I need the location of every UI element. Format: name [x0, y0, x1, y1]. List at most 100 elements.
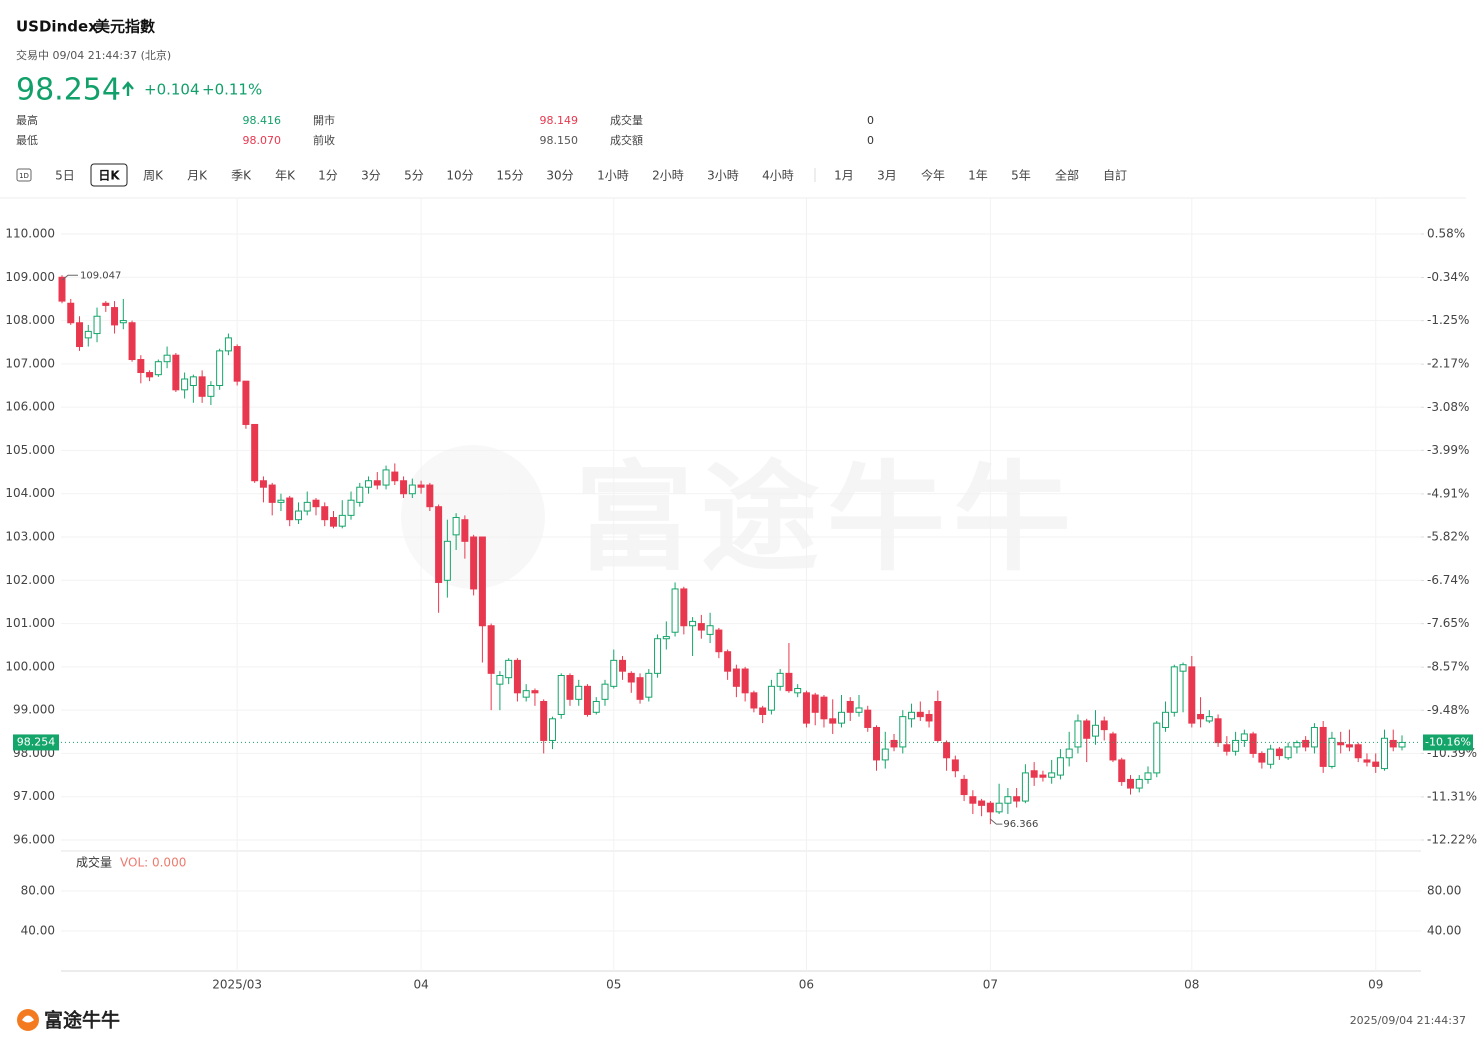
- candle-body: [741, 668, 749, 694]
- candle-body: [925, 713, 933, 722]
- tab[interactable]: 3小時: [707, 169, 739, 183]
- tab[interactable]: 月K: [187, 169, 208, 183]
- candle-body: [294, 510, 302, 521]
- y-tick-label: 102.000: [5, 573, 55, 587]
- candle-body: [592, 700, 600, 713]
- tab[interactable]: 1D: [19, 172, 29, 180]
- tab[interactable]: 日K: [98, 169, 120, 183]
- x-tick-label: 09: [1368, 978, 1383, 992]
- tab[interactable]: 1年: [968, 169, 988, 183]
- tab[interactable]: 1小時: [597, 169, 629, 183]
- candle-body: [522, 690, 530, 698]
- tab[interactable]: 自訂: [1103, 168, 1127, 183]
- candle-body: [1170, 666, 1178, 713]
- candle-body: [1197, 713, 1205, 720]
- footer-logo: 富途牛牛: [44, 1009, 120, 1032]
- tab[interactable]: 年K: [275, 169, 296, 183]
- tab[interactable]: 全部: [1055, 168, 1079, 183]
- candle-body: [881, 748, 889, 761]
- last-change-tag-text: -10.16%: [1425, 735, 1471, 748]
- tab[interactable]: 5年: [1011, 169, 1031, 183]
- stat-value: 98.070: [243, 134, 282, 147]
- candle-body: [837, 711, 845, 724]
- tab[interactable]: 5日: [55, 169, 75, 183]
- candle-body: [303, 501, 311, 512]
- candle-body: [365, 480, 373, 488]
- y-tick-label: 110.000: [5, 227, 55, 241]
- y-tick-label: 103.000: [5, 530, 55, 544]
- candle-body: [1109, 733, 1117, 761]
- candle-body: [478, 536, 486, 627]
- candle-body: [242, 380, 250, 425]
- candle-body: [1267, 748, 1275, 765]
- candle-body: [1345, 744, 1353, 748]
- candle-body: [259, 480, 267, 488]
- candle-body: [251, 423, 259, 482]
- watermark-text: 富途牛牛: [575, 449, 1079, 587]
- candle-body: [373, 480, 381, 486]
- candle-body: [1249, 733, 1257, 754]
- candle-body: [391, 471, 399, 482]
- stat-label: 最低: [16, 134, 38, 147]
- candle-body: [1372, 761, 1380, 767]
- candle-body: [899, 716, 907, 748]
- stat-label: 開市: [313, 113, 335, 127]
- tab[interactable]: 15分: [496, 169, 523, 183]
- last-price: 98.254: [16, 73, 121, 108]
- candle-body: [750, 692, 758, 709]
- candle-body: [1153, 722, 1161, 774]
- candle-body: [172, 354, 180, 391]
- y-tick-label: 99.000: [13, 703, 55, 717]
- candle-body: [986, 802, 994, 813]
- candle-body: [189, 376, 197, 387]
- candle-body: [1275, 748, 1283, 757]
- candle-body: [76, 322, 84, 348]
- tab[interactable]: 3月: [877, 169, 897, 183]
- y-tick-label: 100.000: [5, 659, 55, 673]
- tab[interactable]: 30分: [546, 169, 573, 183]
- candle-body: [908, 711, 916, 720]
- tab[interactable]: 今年: [921, 168, 945, 183]
- candle-body: [233, 346, 241, 382]
- tab[interactable]: 季K: [231, 169, 252, 183]
- tab[interactable]: 3分: [361, 169, 381, 183]
- y2-tick-label: -4.91%: [1427, 486, 1469, 500]
- tab[interactable]: 1分: [318, 169, 338, 183]
- candle-body: [1205, 716, 1213, 722]
- candle-body: [67, 302, 75, 324]
- candle-body: [759, 707, 767, 715]
- candle-body: [1162, 711, 1170, 728]
- y2-tick-label: -9.48%: [1427, 703, 1469, 717]
- footer-timestamp: 2025/09/04 21:44:37: [1350, 1014, 1466, 1027]
- candle-body: [540, 700, 548, 741]
- candle-body: [566, 675, 574, 700]
- candle-body: [443, 540, 451, 581]
- candle-body: [767, 685, 775, 711]
- tab[interactable]: 2小時: [652, 169, 684, 183]
- low-leader: [990, 818, 1003, 825]
- candle-body: [1223, 744, 1231, 752]
- y-tick-label: 107.000: [5, 356, 55, 370]
- tab[interactable]: 5分: [404, 169, 424, 183]
- symbol: USDindex: [16, 18, 98, 36]
- candle-body: [1013, 796, 1021, 802]
- candle-body: [1100, 720, 1108, 731]
- candle-body: [864, 709, 872, 728]
- stat-label: 成交額: [610, 133, 643, 147]
- candle-body: [794, 688, 802, 694]
- candle-body: [890, 739, 898, 748]
- volume-tick-label: 80.00: [21, 884, 55, 898]
- candle-body: [995, 802, 1003, 813]
- tab[interactable]: 1月: [834, 169, 854, 183]
- tab[interactable]: 4小時: [762, 169, 794, 183]
- tab[interactable]: 周K: [143, 169, 164, 183]
- candle-body: [662, 636, 670, 640]
- candle-body: [137, 359, 145, 374]
- y2-tick-label: -0.34%: [1427, 270, 1469, 284]
- candle-body: [93, 315, 101, 335]
- trade-status: 交易中 09/04 21:44:37 (北京): [16, 48, 171, 62]
- candle-body: [58, 276, 66, 302]
- candle-body: [312, 499, 320, 508]
- tab[interactable]: 10分: [446, 169, 473, 183]
